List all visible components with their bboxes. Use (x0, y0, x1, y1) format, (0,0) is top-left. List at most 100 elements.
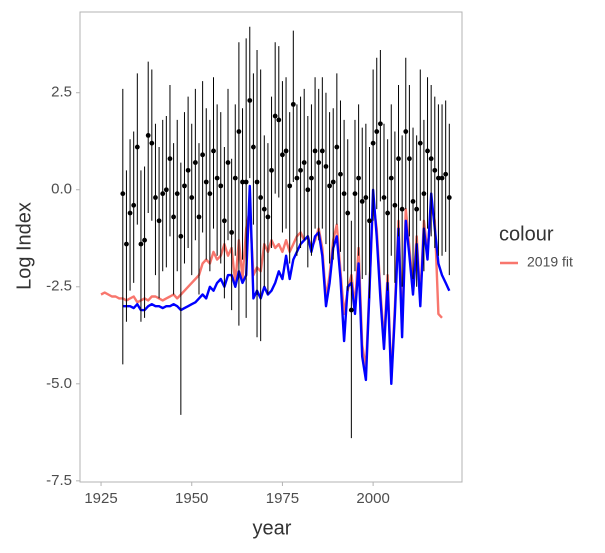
point (240, 179, 245, 185)
point (439, 175, 445, 181)
point (196, 214, 202, 220)
point (265, 214, 271, 220)
point (192, 160, 198, 165)
y-tick-label: 0.0 (51, 181, 72, 198)
point (276, 117, 282, 123)
x-tick-label: 1925 (84, 490, 117, 507)
point (160, 191, 166, 197)
y-tick-label: 2.5 (51, 84, 72, 101)
point (443, 171, 449, 177)
point (385, 210, 391, 216)
point (334, 144, 340, 150)
point (124, 241, 129, 247)
y-tick-label: -2.5 (46, 278, 72, 295)
point (370, 140, 376, 146)
point (258, 195, 264, 200)
point (178, 233, 184, 239)
point (120, 191, 126, 197)
point (232, 175, 238, 181)
x-axis-label: year (253, 517, 292, 539)
point (356, 175, 362, 181)
point (229, 230, 235, 235)
point (341, 191, 347, 197)
point (214, 175, 220, 181)
point (134, 144, 140, 150)
point (138, 241, 144, 247)
point (287, 183, 293, 189)
series-line (122, 184, 451, 385)
point (236, 129, 242, 134)
point (185, 167, 191, 173)
point (182, 183, 187, 189)
point (425, 148, 430, 154)
point (414, 206, 420, 212)
point (352, 191, 358, 197)
point (298, 167, 303, 173)
point (272, 113, 278, 119)
point (203, 179, 209, 185)
point (200, 152, 206, 158)
point (410, 198, 416, 204)
point (171, 214, 176, 220)
x-tick-label: 1975 (266, 490, 299, 507)
point (309, 175, 314, 181)
point (323, 164, 329, 169)
point (403, 129, 409, 134)
point (374, 129, 380, 134)
point (269, 167, 274, 173)
point (280, 152, 285, 158)
x-tick-label: 2000 (356, 490, 389, 507)
point (330, 179, 336, 185)
x-tick-label: 1950 (175, 490, 208, 507)
point (345, 210, 351, 216)
point (436, 175, 441, 181)
point (156, 218, 162, 224)
point (167, 156, 173, 162)
point (290, 101, 296, 107)
point (363, 195, 369, 200)
point (388, 175, 394, 181)
point (261, 206, 267, 212)
point (381, 195, 387, 200)
point (127, 210, 133, 216)
point (225, 160, 231, 165)
point (421, 191, 427, 197)
point (319, 148, 325, 154)
point (446, 195, 452, 200)
point (142, 237, 147, 243)
point (283, 148, 289, 154)
point (316, 160, 322, 165)
point (189, 195, 195, 200)
point (301, 160, 307, 165)
panel-border (79, 11, 463, 483)
point (243, 179, 249, 185)
point (145, 133, 151, 138)
y-axis-label: Log Index (13, 202, 35, 290)
point (399, 206, 405, 212)
point (218, 183, 224, 189)
point (294, 175, 300, 181)
point (428, 156, 434, 162)
point (211, 148, 216, 154)
point (367, 218, 372, 224)
point (153, 195, 158, 200)
point (163, 187, 169, 193)
point (305, 187, 311, 193)
legend-label: 2019 fit (527, 254, 573, 270)
point (396, 156, 401, 162)
y-tick-label: -5.0 (46, 375, 72, 392)
point (432, 167, 438, 173)
point (174, 191, 180, 197)
point (312, 148, 318, 154)
point (221, 218, 227, 224)
legend-title: colour (499, 223, 554, 245)
point (327, 183, 332, 189)
point (251, 144, 256, 150)
point (417, 140, 423, 146)
point (207, 191, 213, 197)
point (406, 156, 412, 162)
point (149, 140, 155, 146)
point (338, 171, 343, 177)
